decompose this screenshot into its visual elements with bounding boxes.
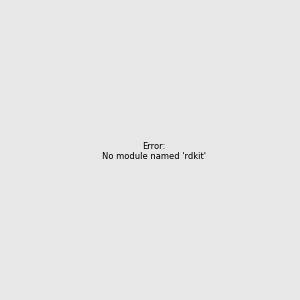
Text: Error:
No module named 'rdkit': Error: No module named 'rdkit': [102, 142, 206, 161]
